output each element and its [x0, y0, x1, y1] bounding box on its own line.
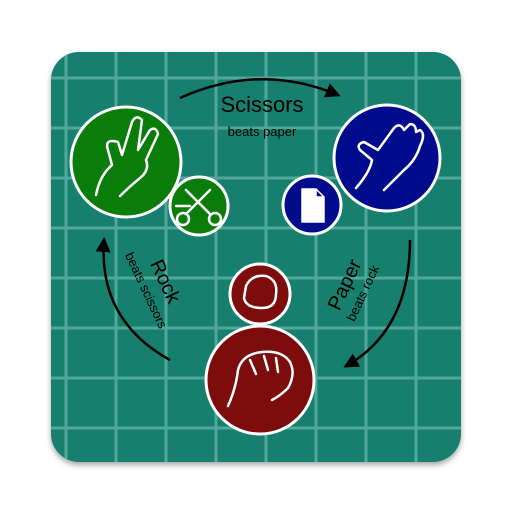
- cycle-arrow-icon: [343, 239, 412, 368]
- fist-icon: [226, 350, 294, 408]
- rock-fist-circle: [204, 324, 316, 436]
- scissors-icon: [174, 188, 223, 227]
- paper-document-circle: [281, 174, 343, 236]
- cycle-arrow-icon: [95, 237, 171, 362]
- stone-icon: [242, 274, 278, 310]
- open-hand-icon: [354, 122, 425, 192]
- victory-hand-icon: [94, 116, 160, 198]
- scissors-hand-circle: [69, 105, 183, 219]
- scissors-subtitle: beats paper: [228, 124, 297, 139]
- cycle-arrow-icon: [179, 77, 341, 100]
- scissors-tool-circle: [168, 175, 230, 237]
- document-icon: [301, 188, 325, 223]
- rock-stone-circle: [228, 262, 292, 326]
- paper-hand-circle: [332, 103, 442, 213]
- scissors-title: Scissors: [220, 92, 303, 117]
